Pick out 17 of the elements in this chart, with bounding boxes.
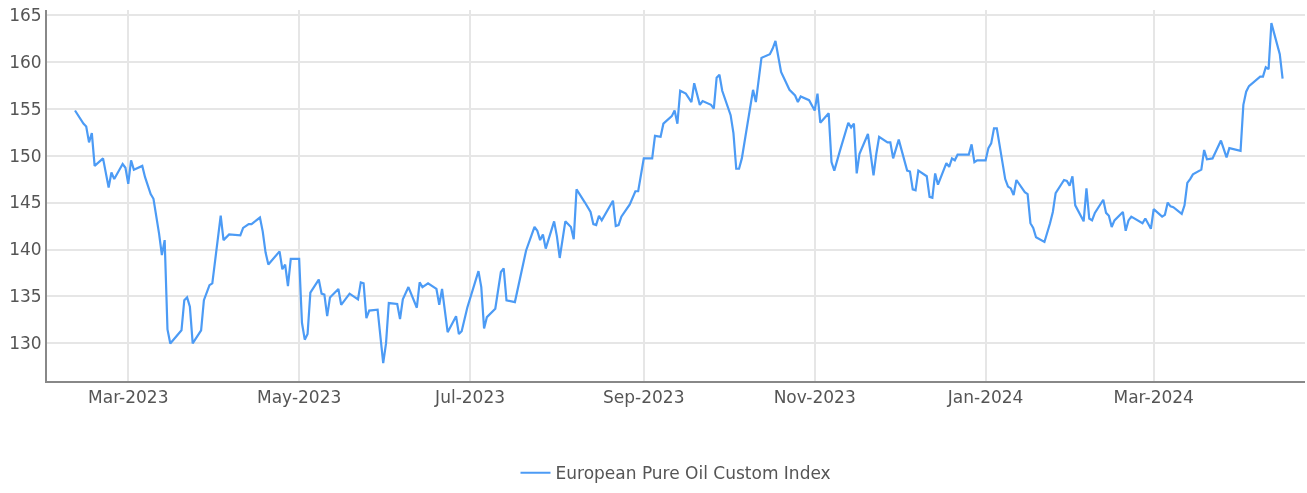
y-tick-label: 135	[9, 286, 42, 307]
x-tick-label: Nov-2023	[773, 387, 856, 408]
x-tick-label: Sep-2023	[603, 387, 685, 408]
legend-label: European Pure Oil Custom Index	[555, 463, 831, 484]
x-tick-label: Mar-2023	[88, 387, 169, 408]
x-tick-label: Jul-2023	[434, 387, 506, 408]
y-tick-label: 165	[9, 4, 42, 25]
y-tick-label: 140	[9, 239, 42, 260]
x-tick-label: Mar-2024	[1113, 387, 1194, 408]
y-tick-label: 150	[9, 145, 42, 166]
y-tick-label: 130	[9, 333, 42, 354]
x-tick-label: May-2023	[257, 387, 342, 408]
line-series	[73, 22, 1284, 365]
y-tick-label: 155	[9, 98, 42, 119]
y-tick-label: 160	[9, 51, 42, 72]
x-tick-label: Jan-2024	[946, 387, 1024, 408]
y-tick-label: 145	[9, 192, 42, 213]
